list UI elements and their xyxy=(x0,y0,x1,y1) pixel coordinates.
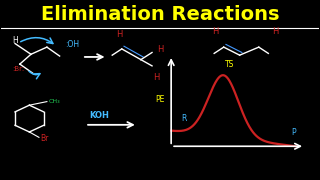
Text: :Br:: :Br: xyxy=(12,66,24,73)
Text: Br: Br xyxy=(41,134,49,143)
Text: H: H xyxy=(157,45,163,54)
Text: Elimination Reactions: Elimination Reactions xyxy=(41,5,279,24)
Text: H: H xyxy=(116,30,123,39)
Text: H: H xyxy=(12,36,18,45)
Text: :OH: :OH xyxy=(65,40,79,49)
Text: CH₃: CH₃ xyxy=(49,99,61,104)
Text: PE: PE xyxy=(155,95,165,104)
Text: TS: TS xyxy=(225,60,235,69)
Text: P: P xyxy=(292,128,296,137)
Text: H: H xyxy=(212,28,219,37)
Text: R: R xyxy=(181,114,187,123)
Text: H: H xyxy=(272,28,279,37)
Text: H: H xyxy=(153,73,159,82)
Text: KOH: KOH xyxy=(90,111,109,120)
